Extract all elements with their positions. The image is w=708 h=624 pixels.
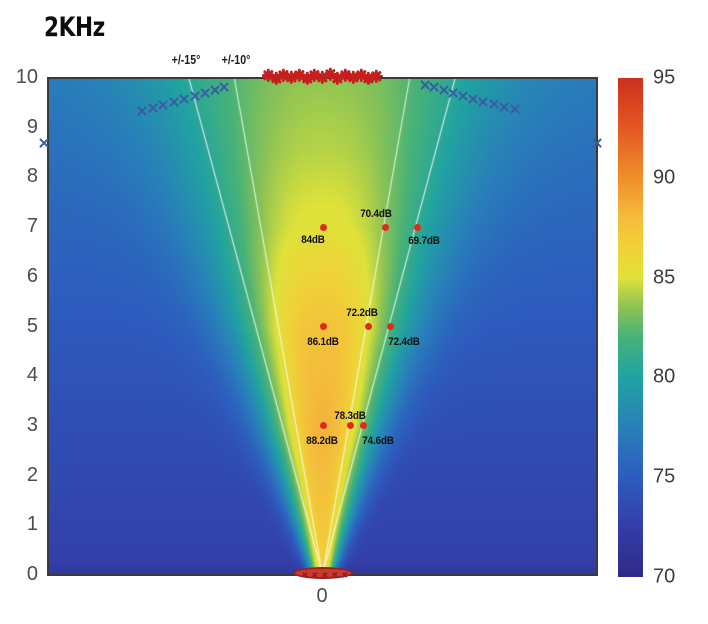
source-marker bbox=[292, 566, 353, 579]
measurement-label: 78.3dB bbox=[334, 409, 366, 422]
blue-x-marker bbox=[147, 103, 158, 114]
red-asterisk-marker bbox=[362, 71, 375, 85]
chart-title: 2KHz bbox=[44, 12, 105, 43]
measurement-dot bbox=[381, 223, 389, 231]
measurement-dot bbox=[359, 422, 367, 430]
blue-x-marker bbox=[209, 84, 220, 95]
blue-x-marker bbox=[499, 101, 509, 112]
red-asterisk-marker bbox=[277, 68, 290, 82]
measurement-dot bbox=[346, 422, 354, 430]
colorbar-labels: 95 90 85 80 75 70 bbox=[653, 67, 698, 588]
source-marker-speck bbox=[311, 571, 318, 578]
colorbar-tick-label: 70 bbox=[653, 565, 676, 588]
measurement-label: 74.6dB bbox=[362, 434, 394, 447]
blue-x-marker bbox=[137, 106, 147, 117]
blue-x-marker bbox=[509, 103, 520, 114]
measurement-label: 72.4dB bbox=[388, 335, 420, 348]
measurement-dot bbox=[364, 323, 372, 330]
measurement-dot bbox=[319, 323, 327, 330]
y-axis-tick-label: 2 bbox=[26, 463, 38, 486]
blue-x-marker bbox=[199, 88, 210, 99]
red-asterisk-marker bbox=[354, 68, 368, 82]
blue-x-marker bbox=[38, 137, 49, 148]
red-asterisk-marker bbox=[323, 68, 337, 82]
red-asterisk-marker bbox=[261, 69, 275, 83]
y-axis-tick-label: 6 bbox=[26, 264, 38, 287]
y-axis-tick-label: 0 bbox=[26, 563, 38, 586]
red-asterisk-marker bbox=[346, 71, 360, 85]
blue-x-marker bbox=[158, 100, 168, 111]
source-marker-speck bbox=[321, 571, 328, 578]
red-asterisk-marker bbox=[331, 71, 344, 85]
y-axis-tick-label: 8 bbox=[26, 165, 38, 188]
measurement-label: 72.2dB bbox=[346, 306, 378, 319]
colorbar bbox=[618, 78, 643, 577]
measurement-dot bbox=[413, 223, 421, 231]
measurement-label: 84dB bbox=[301, 234, 325, 247]
plot-area: 84dB 70.4dB 69.7dB 72.2dB 86.1dB 72.4dB 78.3dB… bbox=[38, 68, 602, 579]
y-axis-tick-label: 1 bbox=[26, 513, 38, 536]
measurement-label: 88.2dB bbox=[306, 434, 338, 447]
measurement-dot bbox=[386, 323, 394, 330]
blue-x-marker bbox=[458, 90, 468, 101]
source-marker-speck bbox=[331, 571, 338, 578]
blue-x-marker bbox=[219, 81, 229, 92]
y-axis-tick-label: 4 bbox=[26, 364, 38, 387]
red-asterisk-marker bbox=[269, 71, 283, 85]
red-asterisk-marker bbox=[339, 69, 352, 83]
angle-label-15deg: +/-15° bbox=[171, 53, 201, 67]
angle-label-10deg: +/-10° bbox=[221, 53, 251, 67]
y-axis-tick-label: 9 bbox=[26, 115, 38, 138]
red-asterisk-marker bbox=[300, 71, 314, 85]
colorbar-tick-label: 80 bbox=[653, 365, 676, 388]
red-asterisk-marker bbox=[285, 71, 298, 85]
y-axis-tick-label: 3 bbox=[26, 413, 38, 436]
blue-x-marker bbox=[168, 97, 179, 108]
blue-x-marker bbox=[592, 138, 602, 149]
y-axis-tick-label: 7 bbox=[26, 215, 38, 238]
measurement-label: 70.4dB bbox=[360, 208, 392, 221]
blue-x-marker bbox=[429, 82, 439, 93]
colorbar-tick-label: 75 bbox=[653, 465, 676, 488]
red-asterisk-marker bbox=[292, 69, 306, 83]
red-asterisk-marker bbox=[315, 70, 329, 84]
measurement-dot bbox=[319, 422, 327, 430]
blue-x-marker bbox=[419, 79, 430, 90]
blue-x-marker bbox=[179, 94, 189, 105]
y-axis-tick-label: 10 bbox=[15, 66, 38, 89]
colorbar-tick-label: 95 bbox=[653, 66, 676, 89]
red-asterisk-marker bbox=[370, 69, 383, 83]
measurement-label: 69.7dB bbox=[408, 235, 440, 248]
red-asterisk-marker bbox=[308, 68, 321, 82]
y-axis: 0 1 2 3 4 5 6 7 8 9 10 bbox=[0, 66, 40, 585]
blue-x-marker bbox=[478, 96, 488, 107]
colorbar-tick-label: 90 bbox=[653, 166, 676, 189]
blue-x-marker bbox=[438, 85, 449, 96]
x-axis-tick-label: 0 bbox=[316, 585, 328, 607]
blue-x-marker bbox=[189, 91, 200, 102]
blue-x-marker bbox=[488, 99, 499, 110]
source-marker-speck bbox=[341, 571, 348, 578]
colorbar-tick-label: 85 bbox=[653, 266, 676, 289]
measurement-dot bbox=[319, 223, 327, 231]
y-axis-tick-label: 5 bbox=[26, 314, 38, 337]
source-marker-speck bbox=[301, 571, 308, 578]
marker-layer: 84dB 70.4dB 69.7dB 72.2dB 86.1dB 72.4dB 78.3dB… bbox=[38, 68, 602, 579]
blue-x-marker bbox=[468, 93, 478, 104]
blue-x-marker bbox=[448, 87, 458, 98]
measurement-label: 86.1dB bbox=[307, 335, 339, 348]
